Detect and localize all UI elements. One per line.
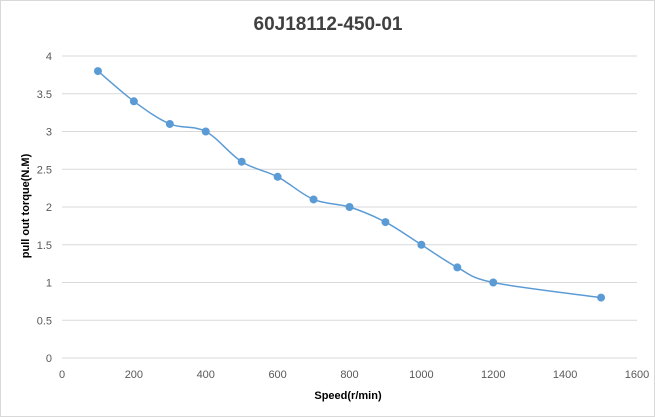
series-line [97,70,602,299]
data-point [273,172,282,181]
data-point [417,240,426,249]
x-axis-label: Speed(r/min) [314,390,382,402]
y-tick-label: 2 [46,202,52,214]
y-tick-label: 3 [46,127,52,139]
gridlines [62,55,637,321]
data-point [165,119,174,128]
x-tick-label: 1000 [409,369,433,381]
y-tick-label: 4 [46,51,52,63]
data-point [597,293,606,302]
y-tick-label: 2.5 [37,164,52,176]
y-tick-label: 0 [46,353,52,365]
x-tick-label: 1200 [481,369,505,381]
x-tick-label: 200 [125,369,143,381]
data-point [381,218,390,227]
x-tick-label: 800 [340,369,358,381]
y-axis-label: pull out torque(N.M) [20,153,32,258]
data-point [345,203,354,211]
y-axis-ticks: 0 0.5 1 1.5 2 2.5 3 3.5 4 [37,51,52,365]
data-point [453,263,462,272]
y-tick-label: 1.5 [37,240,52,252]
y-tick-label: 0.5 [37,315,52,327]
data-point [237,157,246,166]
x-tick-label: 600 [268,369,286,381]
x-tick-label: 1600 [625,369,649,381]
x-tick-label: 1400 [553,369,577,381]
chart-title: 60J18112-450-01 [254,14,403,35]
data-point [93,67,102,76]
series-group [93,67,606,302]
data-point [129,97,138,106]
y-tick-label: 1 [46,278,52,290]
data-point [489,278,498,287]
data-point [309,195,318,204]
y-tick-label: 3.5 [37,89,52,101]
x-tick-label: 400 [197,369,215,381]
data-point [201,127,210,136]
x-axis-ticks: 0 200 400 600 800 1000 1200 1400 1600 [59,369,649,381]
x-tick-label: 0 [59,369,65,381]
